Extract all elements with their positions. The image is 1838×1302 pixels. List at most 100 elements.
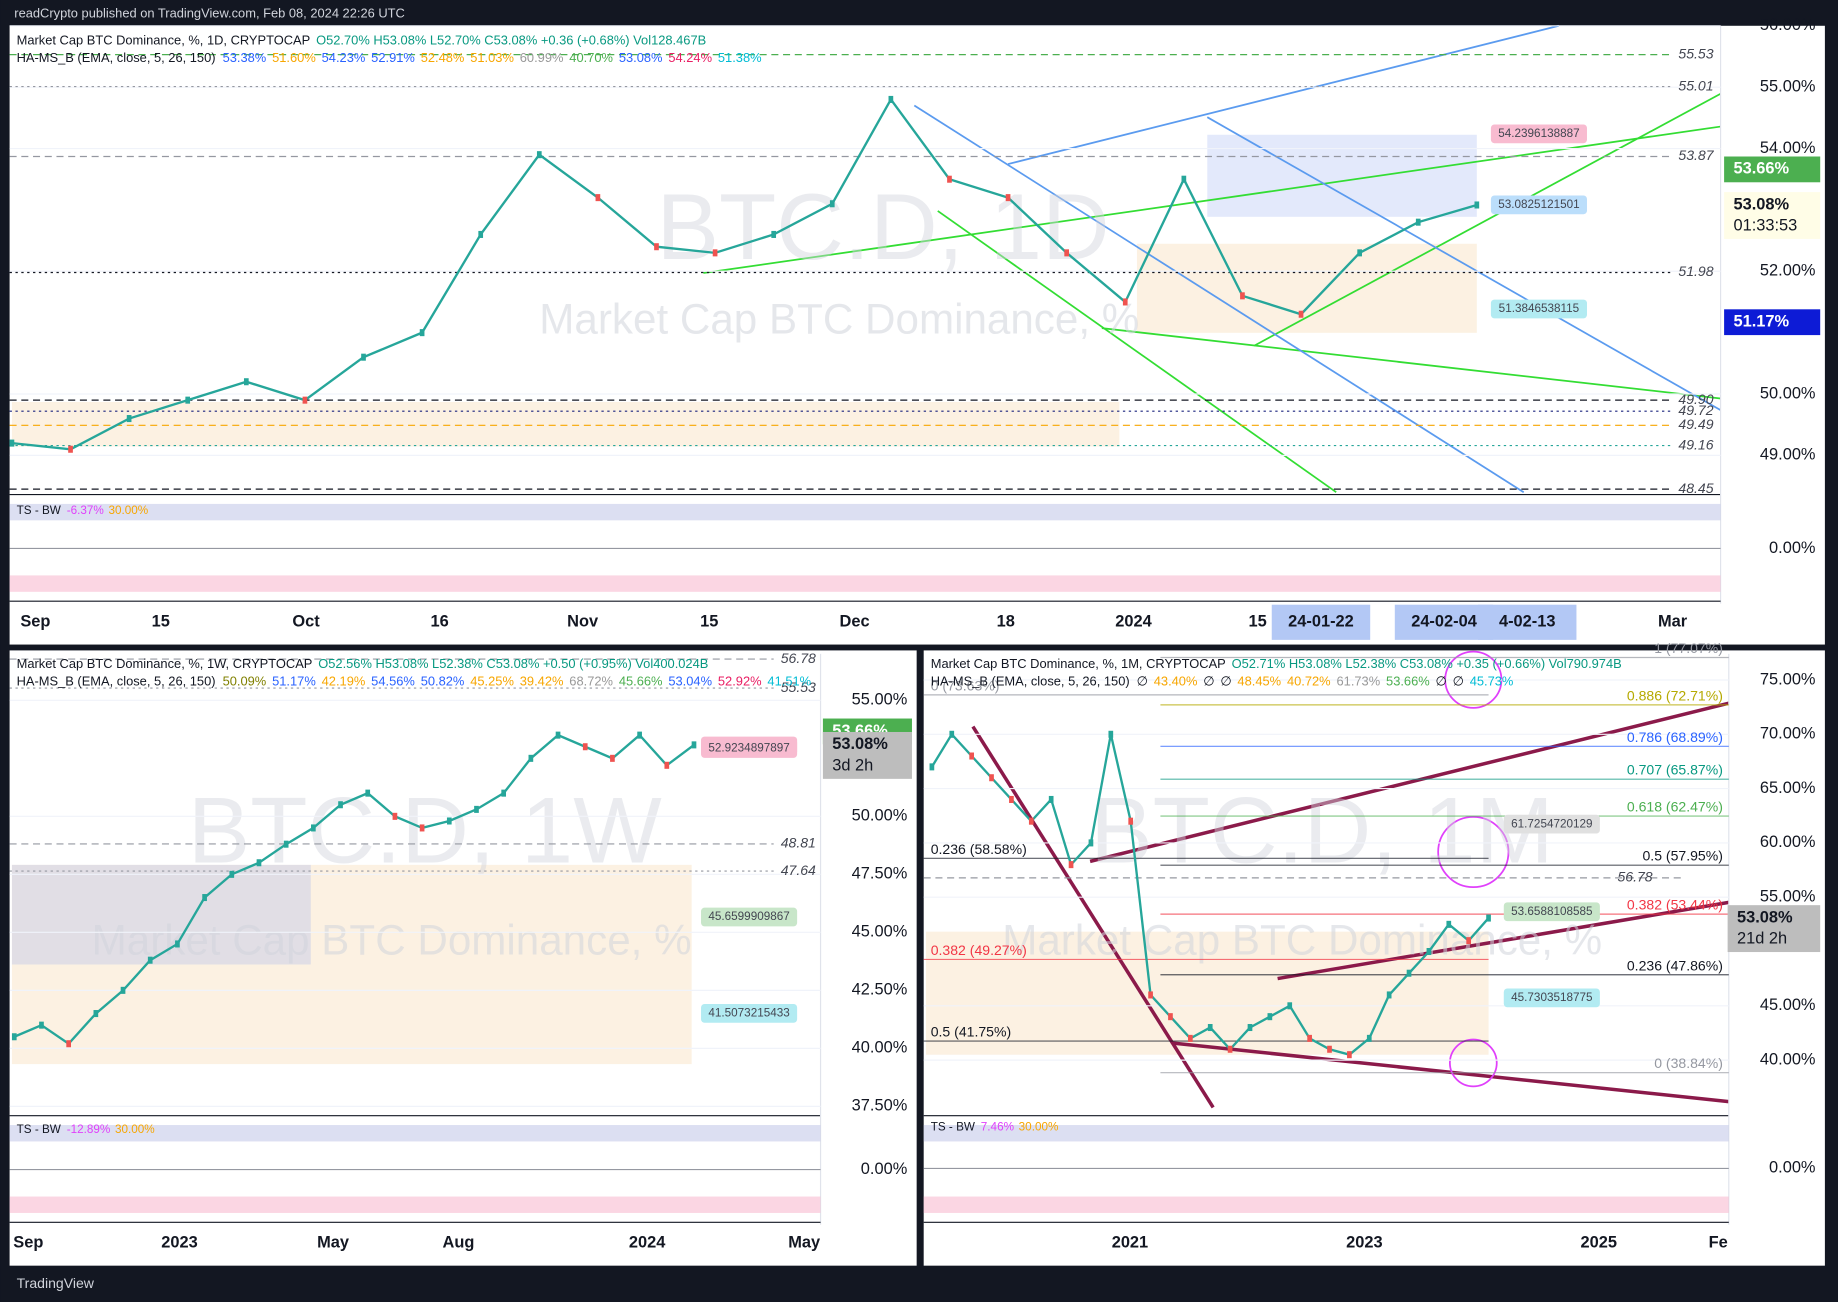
countdown: 21d 2h (1737, 929, 1787, 947)
candle (1207, 1024, 1213, 1032)
price-line (13, 733, 695, 1046)
level-label: 53.87 (1678, 147, 1714, 163)
candle (1064, 249, 1070, 257)
y-tick-label: 56.00% (1760, 16, 1816, 34)
y-tick-label: 55.00% (1760, 888, 1816, 906)
candle (9, 439, 15, 447)
price-tag (1503, 814, 1600, 834)
x-tick-label: Sep (20, 613, 50, 631)
time-highlight (1271, 604, 1371, 640)
indicator-value: ∅ (1137, 673, 1148, 688)
level-label: 49.90 (1678, 391, 1713, 407)
level-label: 56.78 (781, 650, 816, 666)
indicator-value: 42.19% (322, 673, 366, 688)
candle (1366, 1034, 1372, 1042)
osc-value: -12.89% (67, 1123, 111, 1136)
fib-label: 0.5 (41.75%) (931, 1024, 1011, 1040)
x-tick-label: May (788, 1234, 821, 1252)
x-tick-label: Aug (442, 1234, 474, 1252)
x-tick-label: Fe (1709, 1234, 1728, 1252)
indicator-value: 52.48% (421, 50, 465, 65)
indicator-name: HA-MS_B (EMA, close, 5, 26, 150) (17, 50, 216, 65)
osc-tick-label: 0.00% (1769, 539, 1815, 557)
osc-band (923, 1196, 1729, 1213)
x-tick-label: 2024 (1115, 613, 1152, 631)
osc-name: TS - BW (931, 1120, 975, 1133)
level-label: 55.53 (781, 679, 816, 695)
indicator-value: 50.82% (421, 673, 465, 688)
indicator-name: HA-MS_B (EMA, close, 5, 26, 150) (931, 673, 1130, 688)
legend-ohlc: O52.71% H53.08% L52.38% C53.08% +0.35 (+… (1232, 656, 1622, 671)
candle (202, 894, 207, 902)
osc-band (923, 1125, 1729, 1142)
y-tick-label: 55.00% (852, 691, 908, 709)
candle (1267, 1013, 1273, 1021)
watermark-subtitle: Market Cap BTC Dominance, % (1002, 917, 1602, 964)
candle (93, 1010, 99, 1018)
indicator-value: 54.23% (322, 50, 366, 65)
price-tag-label: 41.5073215433 (708, 1006, 789, 1019)
trend-line (1206, 116, 1722, 411)
candle (595, 194, 601, 202)
level-label: 48.45 (1678, 480, 1713, 496)
indicator-value: 54.24% (668, 50, 712, 65)
x-tick-label: Dec (840, 613, 870, 631)
indicator-value: 51.60% (272, 50, 316, 65)
candle (1048, 795, 1054, 803)
indicator-value: 61.73% (1337, 673, 1381, 688)
indicator-value: 52.92% (718, 673, 762, 688)
fib-label: 0.707 (65.87%) (1627, 762, 1723, 778)
fib-label: 0.236 (58.58%) (931, 841, 1027, 857)
candle (256, 859, 262, 867)
legend-ohlc: O52.70% H53.08% L52.70% C53.08% +0.36 (+… (316, 32, 706, 47)
x-tick-label: 15 (700, 613, 718, 631)
indicator-value: ∅ (1203, 673, 1214, 688)
candle (392, 812, 398, 820)
candle (478, 230, 484, 238)
candle (712, 249, 718, 257)
x-tick-label: 18 (997, 613, 1015, 631)
highlight-circle (1437, 815, 1510, 889)
trend-line (913, 104, 1525, 493)
osc-value: 30.00% (1019, 1120, 1059, 1133)
indicator-name: HA-MS_B (EMA, close, 5, 26, 150) (17, 673, 216, 688)
osc-value: 30.00% (115, 1123, 155, 1136)
candle (68, 445, 73, 453)
price-line (11, 97, 1478, 451)
candle (1474, 201, 1480, 209)
highlight-circle (1448, 1038, 1498, 1088)
countdown: 3d 2h (832, 756, 873, 774)
indicator-value: 50.09% (223, 673, 267, 688)
legend-title: Market Cap BTC Dominance, %, 1M, CRYPTOC… (931, 656, 1226, 671)
y-tick-label: 50.00% (852, 807, 908, 825)
legend-ohlc: O52.56% H53.08% L52.38% C53.08% +0.50 (+… (318, 656, 708, 671)
indicator-value: 45.25% (470, 673, 514, 688)
price-tag (1490, 124, 1587, 144)
y-tick-label: 45.00% (852, 923, 908, 941)
level-label: 56.78 (1617, 869, 1652, 885)
x-tick-label: 2021 (1112, 1234, 1148, 1252)
candle (1240, 292, 1245, 300)
fib-label: 0 (38.84%) (1654, 1055, 1723, 1071)
osc-name: TS - BW (17, 504, 61, 517)
price-tag-label: 51.3846538115 (1499, 302, 1580, 315)
x-tick-label: 2023 (1346, 1234, 1382, 1252)
candle (1287, 1002, 1293, 1010)
watermark-subtitle: Market Cap BTC Dominance, % (539, 295, 1139, 342)
candle (1466, 937, 1472, 945)
candle (361, 353, 366, 361)
x-tick-label: 4-02-13 (1499, 613, 1556, 631)
watermark: BTC.D, 1D (656, 174, 1109, 279)
x-tick-label: 15 (152, 613, 170, 631)
fib-label: 0.618 (62.47%) (1627, 799, 1723, 815)
x-tick-label: Mar (1658, 613, 1688, 631)
candle (66, 1040, 72, 1048)
candle (1187, 1034, 1193, 1042)
candle (1088, 839, 1094, 847)
fib-label: 0.5 (57.95%) (1642, 848, 1722, 864)
osc-value: -6.37% (67, 504, 104, 517)
indicator-value: 48.45% (1237, 673, 1281, 688)
fib-label: 0.786 (68.89%) (1627, 729, 1723, 745)
level-label: 47.64 (781, 862, 816, 878)
indicator-value: 51.38% (718, 50, 762, 65)
